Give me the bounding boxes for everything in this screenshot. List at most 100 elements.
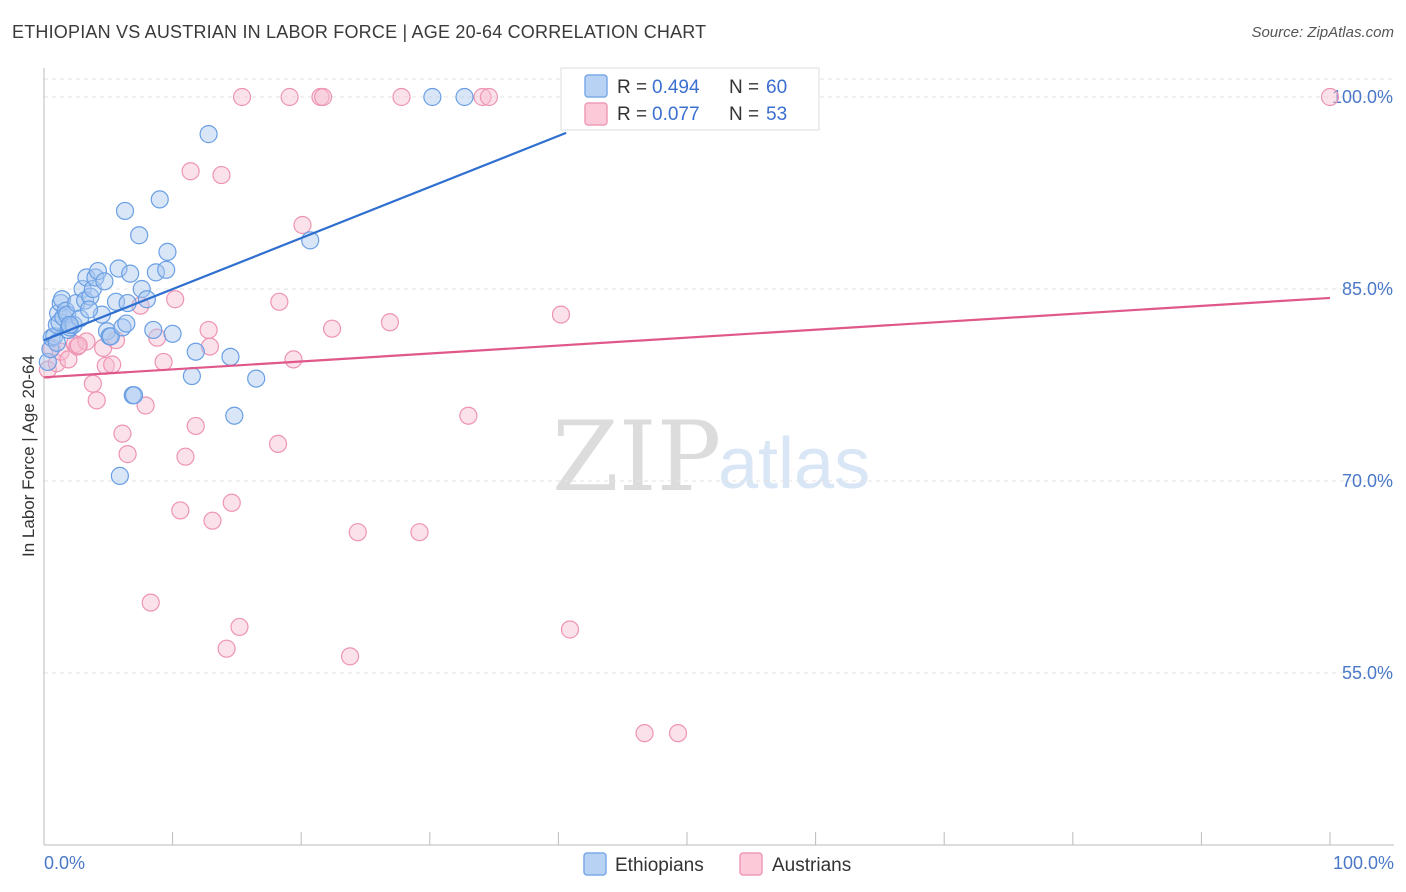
austrian-point xyxy=(199,320,218,340)
austrian-point xyxy=(87,391,106,410)
ethiopian-point xyxy=(455,87,474,107)
austrian-point xyxy=(1320,87,1340,107)
austrian-point xyxy=(222,493,241,512)
chart-title: ETHIOPIAN VS AUSTRIAN IN LABOR FORCE | A… xyxy=(12,22,707,42)
austrian-point xyxy=(392,87,411,107)
austrian-point xyxy=(141,593,160,612)
ethiopian-point xyxy=(150,190,169,209)
austrian-point xyxy=(118,445,137,464)
ethiopian-point xyxy=(157,260,176,279)
ethiopian-point xyxy=(79,300,99,319)
austrian-point xyxy=(171,501,190,520)
austrian-point xyxy=(186,416,205,436)
legend-n-label-austrians: N = xyxy=(729,104,759,125)
legend-r-label-austrians: R = xyxy=(617,104,647,125)
bottom-legend-ethiopians: Ethiopians xyxy=(615,855,704,876)
ethiopian-point xyxy=(130,226,149,245)
austrian-point xyxy=(348,523,367,542)
austrian-point xyxy=(459,406,478,425)
ethiopian-point xyxy=(132,279,151,299)
legend-swatch-ethiopians xyxy=(584,74,608,98)
x-tick-label-min: 0.0% xyxy=(44,853,85,873)
ethiopian-point xyxy=(144,320,163,340)
ethiopian-point xyxy=(146,263,165,282)
y-tick-labels: 55.0% 70.0% 85.0% 100.0% xyxy=(1332,87,1393,683)
austrian-point xyxy=(51,342,70,361)
austrian-point xyxy=(293,215,312,235)
austrian-point xyxy=(284,350,303,369)
austrian-point xyxy=(200,337,219,356)
correlation-legend: R = 0.494 N = 60 R = 0.077 N = 53 xyxy=(560,67,820,131)
ethiopians-points xyxy=(38,87,474,485)
austrian-point xyxy=(268,434,288,453)
austrian-point xyxy=(136,396,155,415)
y-axis-title: In Labor Force | Age 20-64 xyxy=(19,355,38,557)
legend-r-label-ethiopians: R = xyxy=(617,77,647,98)
austrian-point xyxy=(560,620,580,639)
ethiopian-point xyxy=(423,87,442,107)
austrian-point xyxy=(479,87,499,107)
legend-n-label-ethiopians: N = xyxy=(729,77,759,98)
austrians-points xyxy=(38,87,1340,743)
y-tick-label: 85.0% xyxy=(1342,279,1393,299)
austrian-point xyxy=(230,617,249,637)
austrian-point xyxy=(280,87,299,107)
ethiopian-point xyxy=(225,406,244,425)
axes xyxy=(43,68,1394,846)
austrian-point xyxy=(103,355,122,374)
bottom-legend-swatch-ethiopians xyxy=(583,852,607,876)
austrian-point xyxy=(322,319,342,338)
ethiopian-point xyxy=(247,369,266,388)
austrian-point xyxy=(181,162,200,181)
ethiopian-point xyxy=(124,386,144,405)
y-tick-label: 70.0% xyxy=(1342,471,1393,491)
watermark-atlas: atlas xyxy=(718,424,870,504)
austrian-point xyxy=(232,87,252,107)
ethiopian-point xyxy=(221,347,240,366)
legend-swatch-austrians xyxy=(584,102,608,126)
austrian-point xyxy=(635,724,654,743)
austrians-trendline xyxy=(43,296,1331,379)
x-tick-label-max: 100.0% xyxy=(1333,853,1394,873)
trendlines xyxy=(43,131,1331,379)
bottom-legend-austrians: Austrians xyxy=(772,855,851,876)
bottom-legend-swatch-austrians xyxy=(739,852,763,876)
ethiopian-point xyxy=(186,342,205,361)
legend-n-value-ethiopians: 60 xyxy=(766,77,787,98)
ethiopian-point xyxy=(88,261,108,281)
ethiopians-trendline xyxy=(43,131,567,342)
y-tick-label: 100.0% xyxy=(1332,87,1393,107)
austrian-point xyxy=(473,87,492,107)
watermark: ZIP atlas xyxy=(552,401,870,513)
austrian-point xyxy=(113,424,132,443)
austrian-point xyxy=(270,292,289,311)
austrian-point xyxy=(68,337,87,356)
ethiopian-point xyxy=(158,242,177,261)
austrian-point xyxy=(176,447,195,466)
austrian-point xyxy=(340,647,360,666)
austrian-point xyxy=(59,350,78,369)
austrian-point xyxy=(166,290,185,309)
ethiopian-point xyxy=(199,125,218,144)
austrian-point xyxy=(313,87,333,107)
legend-n-value-austrians: 53 xyxy=(766,104,787,125)
watermark-zip: ZIP xyxy=(552,401,721,513)
source-label: Source: ZipAtlas.com xyxy=(1251,24,1394,41)
ethiopian-point xyxy=(109,259,128,278)
ethiopian-point xyxy=(117,314,136,333)
ethiopian-point xyxy=(121,264,140,283)
ethiopian-point xyxy=(73,279,92,299)
austrian-point xyxy=(154,352,173,372)
austrian-point xyxy=(668,724,688,743)
ethiopian-point xyxy=(95,272,114,291)
austrian-point xyxy=(203,511,222,530)
series-legend: Ethiopians Austrians xyxy=(583,852,851,876)
austrian-point xyxy=(410,523,429,542)
y-tick-label: 55.0% xyxy=(1342,663,1393,683)
ethiopian-point xyxy=(106,292,126,311)
ethiopian-point xyxy=(115,201,135,221)
austrian-point xyxy=(83,374,102,393)
ethiopian-point xyxy=(163,324,182,343)
ethiopian-point xyxy=(182,366,201,386)
